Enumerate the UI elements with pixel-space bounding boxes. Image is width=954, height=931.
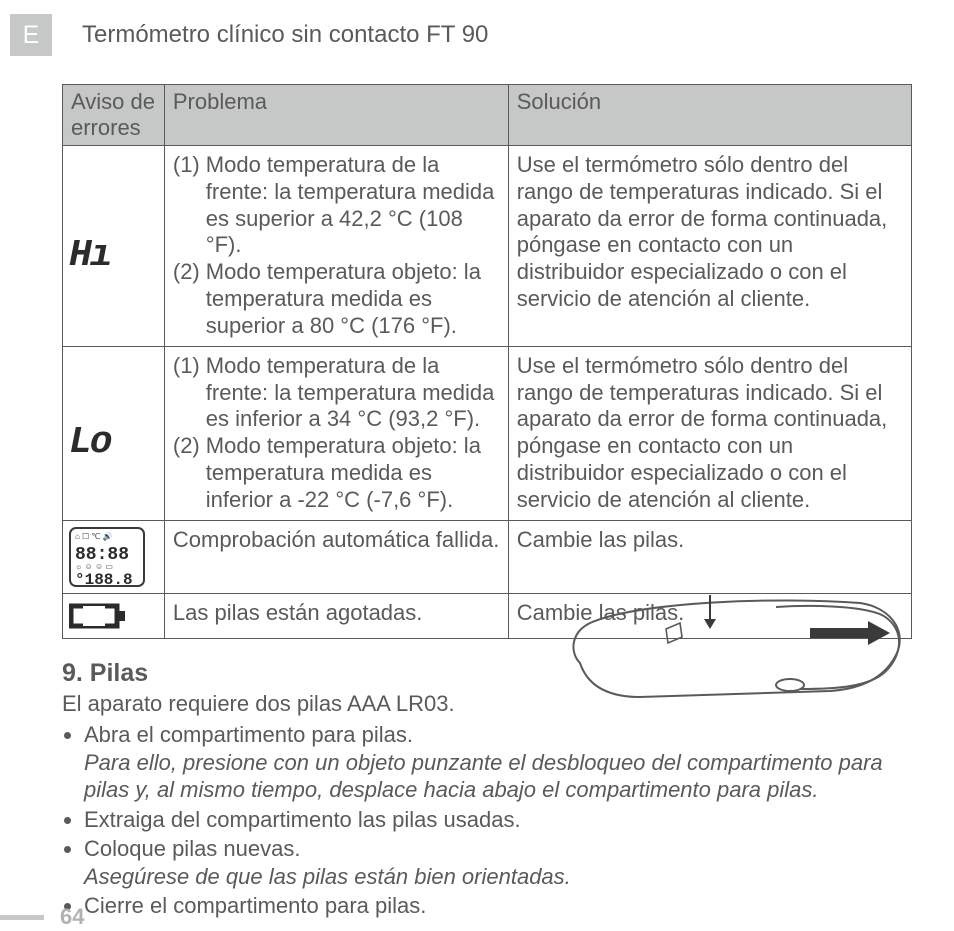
svg-text:°188.8: °188.8 — [75, 571, 133, 587]
table-row: ⌂ ☐ ℃ 🔊 88:88 ☼ ☺ ☺ ▭ °188.8 Comprobació… — [63, 520, 912, 593]
solution-cell: Cambie las pilas. — [508, 520, 911, 593]
problem-item: Modo temperatura objeto: la temperatura … — [206, 433, 502, 513]
problem-item: Modo temperatura objeto: la temperatura … — [206, 259, 502, 339]
page-number: 64 — [60, 904, 84, 930]
list-item-main: Abra el compartimento para pilas. — [84, 722, 413, 747]
list-item: Extraiga del compartimento las pilas usa… — [84, 806, 912, 834]
error-icon-cell — [63, 593, 165, 638]
page-content: Aviso de errores Problema Solución Hı (1… — [10, 84, 912, 920]
list-item: Abra el compartimento para pilas. Para e… — [84, 721, 912, 804]
solution-cell: Use el termómetro sólo dentro del rango … — [508, 346, 911, 520]
error-icon-cell: ⌂ ☐ ℃ 🔊 88:88 ☼ ☺ ☺ ▭ °188.8 — [63, 520, 165, 593]
problem-item: Modo temperatura de la frente: la temper… — [206, 152, 502, 259]
page-footer: 64 — [0, 903, 954, 931]
th-error-notice: Aviso de errores — [63, 85, 165, 146]
table-row: Hı (1)Modo temperatura de la frente: la … — [63, 146, 912, 347]
document-page: E Termómetro clínico sin contacto FT 90 … — [0, 0, 954, 931]
error-icon-cell: Lo — [63, 346, 165, 520]
list-item-main: Extraiga del compartimento las pilas usa… — [84, 807, 521, 832]
problem-cell: (1)Modo temperatura de la frente: la tem… — [164, 146, 508, 347]
device-illustration — [560, 593, 910, 713]
problem-cell: (1)Modo temperatura de la frente: la tem… — [164, 346, 508, 520]
problem-cell: Las pilas están agotadas. — [164, 593, 508, 638]
svg-text:⌂ ☐ ℃ 🔊: ⌂ ☐ ℃ 🔊 — [75, 531, 113, 541]
footer-rule — [0, 915, 44, 920]
th-solution: Solución — [508, 85, 911, 146]
error-icon-cell: Hı — [63, 146, 165, 347]
th-problem: Problema — [164, 85, 508, 146]
list-item-note: Asegúrese de que las pilas están bien or… — [84, 863, 912, 891]
battery-empty-icon — [69, 600, 162, 632]
instruction-list: Abra el compartimento para pilas. Para e… — [62, 721, 912, 920]
lo-icon: Lo — [69, 400, 162, 466]
solution-cell: Use el termómetro sólo dentro del rango … — [508, 146, 911, 347]
error-table: Aviso de errores Problema Solución Hı (1… — [62, 84, 912, 639]
list-item-note: Para ello, presione con un objeto punzan… — [84, 749, 912, 804]
hi-icon: Hı — [69, 213, 162, 279]
list-item-main: Coloque pilas nuevas. — [84, 836, 300, 861]
table-row: Lo (1)Modo temperatura de la frente: la … — [63, 346, 912, 520]
list-item: Coloque pilas nuevas. Asegúrese de que l… — [84, 835, 912, 890]
problem-cell: Comprobación automática fallida. — [164, 520, 508, 593]
svg-text:☼ ☺ ☺ ▭: ☼ ☺ ☺ ▭ — [75, 562, 113, 571]
language-badge: E — [10, 14, 52, 56]
page-title: Termómetro clínico sin contacto FT 90 — [82, 21, 488, 49]
page-header: E Termómetro clínico sin contacto FT 90 — [10, 14, 912, 56]
problem-item: Modo temperatura de la frente: la temper… — [206, 353, 502, 433]
lcd-full-icon: ⌂ ☐ ℃ 🔊 88:88 ☼ ☺ ☺ ▭ °188.8 — [69, 527, 145, 587]
